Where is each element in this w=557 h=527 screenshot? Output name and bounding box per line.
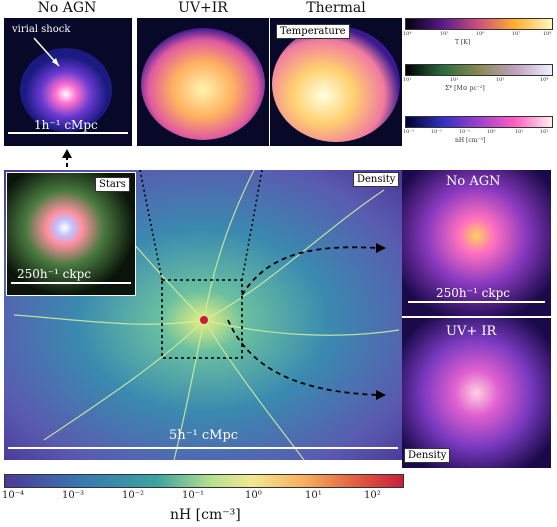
cbar-n-tick-3: 10⁰: [487, 129, 496, 135]
stars-label: Stars: [95, 177, 130, 192]
right-no-agn-image: [402, 170, 551, 316]
scale-label-5cmpc: 5h⁻¹ cMpc: [169, 428, 239, 443]
cbar-s-tick-1: 10²: [450, 77, 459, 83]
main-colorbar: [4, 474, 404, 488]
stars-inset: Stars 250h⁻¹ ckpc: [6, 172, 136, 296]
cbar-t-tick-4: 10⁸: [543, 31, 552, 37]
cbar-n-tick-1: 10⁻²: [431, 129, 443, 135]
main-colorbar-label: nH [cm⁻³]: [170, 507, 241, 523]
cbar-n-tick-4: 10¹: [515, 129, 524, 135]
cbar-n-tick-2: 10⁻¹: [459, 129, 471, 135]
main-tick-1: 10⁻³: [62, 490, 85, 501]
cbar-s-tick-0: 10¹: [403, 77, 412, 83]
stars-image: [7, 173, 135, 295]
main-tick-4: 10⁰: [245, 490, 262, 501]
title-uv-ir: UV+IR: [178, 0, 228, 16]
right-panel-no-agn: No AGN 250h⁻¹ ckpc: [402, 170, 551, 316]
right-top-scale: 250h⁻¹ ckpc: [436, 286, 510, 300]
cbar-s-tick-3: 10⁴: [540, 77, 549, 83]
title-no-agn: No AGN: [37, 0, 97, 16]
cbar-n-tick-0: 10⁻³: [403, 129, 415, 135]
right-uv-ir-image: [402, 318, 551, 468]
no-agn-image: [20, 37, 112, 132]
inset-scale-label: 250h⁻¹ ckpc: [17, 267, 91, 281]
cbar-t-tick-3: 10⁷: [512, 31, 521, 37]
temperature-label: Temperature: [276, 24, 350, 39]
cbar-n-label: nH [cm⁻³]: [455, 137, 486, 144]
title-thermal: Thermal: [306, 0, 366, 16]
cbar-s-tick-2: 10³: [496, 77, 505, 83]
cbar-t-tick-0: 10⁴: [403, 31, 412, 37]
colorbar-stars: [405, 64, 553, 76]
main-tick-3: 10⁻¹: [182, 490, 205, 501]
right-panel-uv-ir: UV+ IR Density: [402, 318, 551, 468]
density-label-main: Density: [353, 172, 400, 187]
colorbar-temperature: [405, 18, 553, 30]
cbar-t-label: T [K]: [455, 39, 471, 46]
cbar-t-tick-1: 10⁵: [440, 31, 449, 37]
colorbar-nh-small: [405, 116, 553, 128]
scale-bar-1cmpc: [8, 132, 128, 134]
cbar-t-tick-2: 10⁶: [476, 31, 485, 37]
main-tick-5: 10¹: [305, 490, 322, 501]
main-tick-0: 10⁻⁴: [2, 490, 25, 501]
uv-ir-image: [141, 28, 265, 140]
thermal-image: [272, 26, 400, 142]
cbar-n-tick-5: 10²: [540, 129, 549, 135]
right-density-label: Density: [404, 448, 451, 463]
right-top-title: No AGN: [446, 174, 501, 189]
right-bottom-title: UV+ IR: [446, 324, 497, 339]
panel-thermal: Temperature: [270, 18, 402, 146]
virial-shock-label: virial shock: [12, 24, 71, 35]
main-tick-2: 10⁻²: [122, 490, 145, 501]
panel-no-agn: virial shock 1h⁻¹ cMpc: [4, 18, 132, 146]
panel-uv-ir: [137, 18, 269, 146]
main-tick-6: 10²: [364, 490, 381, 501]
cbar-s-label: Σ* [M⊙ pc⁻²]: [445, 85, 485, 92]
scale-label-1cmpc: 1h⁻¹ cMpc: [34, 118, 98, 132]
